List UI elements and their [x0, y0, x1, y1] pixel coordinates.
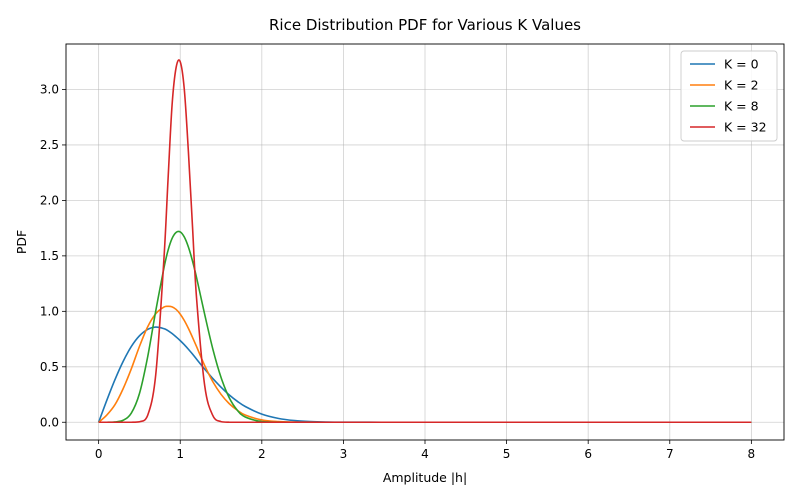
y-tick-label: 2.5: [40, 138, 59, 152]
y-tick-label: 3.0: [40, 82, 59, 96]
legend-box: [680, 50, 778, 142]
legend-label: K = 8: [724, 99, 759, 114]
x-tick-label: 3: [340, 447, 348, 461]
legend-label: K = 2: [724, 78, 759, 93]
x-axis-title: Amplitude |h|: [383, 470, 467, 485]
legend-label: K = 0: [724, 57, 759, 72]
x-tick-label: 4: [421, 447, 429, 461]
y-tick-label: 2.0: [40, 193, 59, 207]
y-tick-label: 1.0: [40, 304, 59, 318]
legend-label: K = 32: [724, 120, 767, 135]
x-tick-label: 8: [748, 447, 756, 461]
x-tick-label: 6: [584, 447, 592, 461]
y-tick-label: 0.0: [40, 415, 59, 429]
x-tick-label: 1: [176, 447, 184, 461]
series-line-4: [98, 59, 752, 424]
x-tick-label: 7: [666, 447, 674, 461]
y-axis-title: PDF: [14, 230, 29, 254]
x-tick-label: 2: [258, 447, 266, 461]
legend: K = 0 K = 2 K = 8 K = 32: [680, 50, 778, 142]
x-tick-label: 0: [95, 447, 103, 461]
axis-ticks: 0 1 2 3 4 5 6 7 8 0.0 0.5 1.0 1.5 2.0 2.5 3.0: [40, 82, 755, 461]
y-tick-label: 0.5: [40, 360, 59, 374]
series-lines: [97, 59, 752, 424]
x-tick-label: 5: [503, 447, 511, 461]
y-tick-label: 1.5: [40, 249, 59, 263]
chart-title: Rice Distribution PDF for Various K Valu…: [269, 16, 581, 34]
